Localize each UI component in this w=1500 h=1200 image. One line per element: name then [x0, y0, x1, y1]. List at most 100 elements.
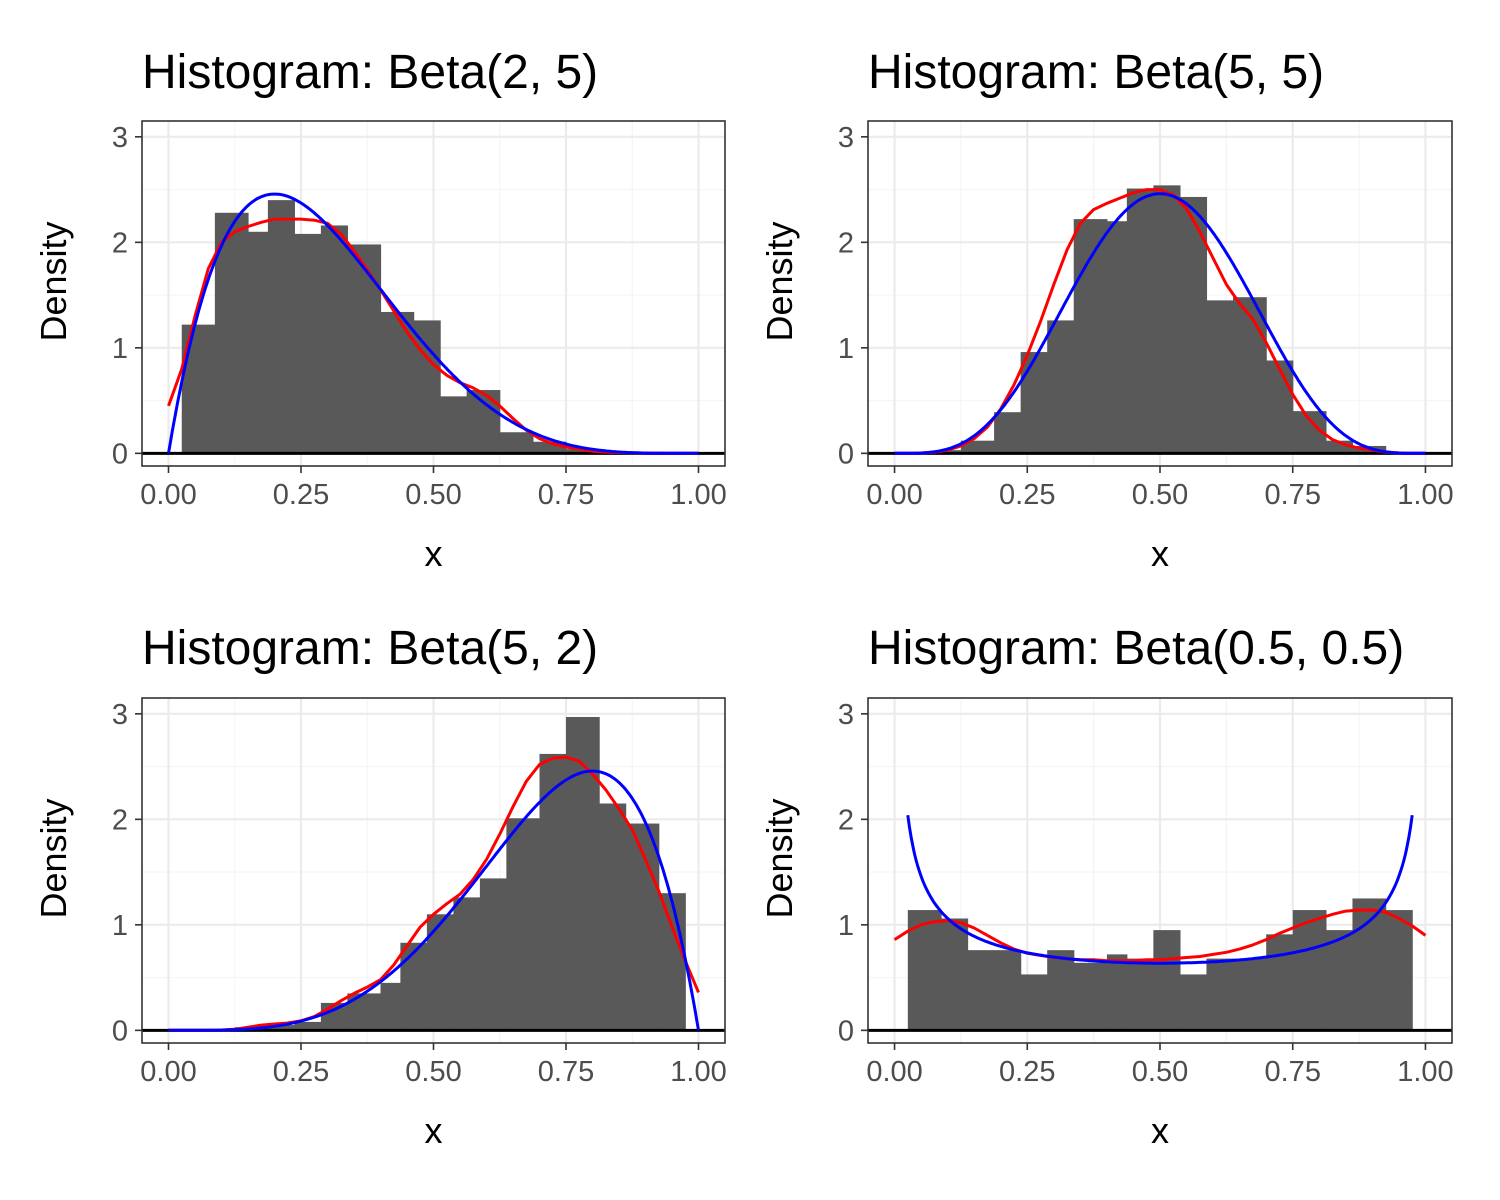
histogram-bar [1352, 898, 1387, 1031]
y-axis-title: Density [33, 221, 74, 341]
y-axis: 0 1 2 3 [838, 699, 854, 1048]
x-axis: 0.00 0.25 0.50 0.75 1.00 [140, 1056, 726, 1088]
histogram-bar [1266, 934, 1294, 1031]
bars-layer [907, 898, 1413, 1031]
histogram-bar [1106, 954, 1128, 1031]
x-tick-label: 1.00 [670, 479, 726, 511]
histogram-bar [566, 449, 600, 454]
histogram-bar [1179, 974, 1208, 1031]
histogram-bar [440, 396, 468, 454]
x-tick-label: 0.50 [1132, 479, 1188, 511]
x-tick-label: 0.50 [405, 1056, 461, 1088]
panel-title: Histogram: Beta(2, 5) [142, 46, 598, 99]
histogram-bar [532, 441, 567, 454]
histogram-bar [1206, 300, 1234, 454]
x-axis-title: x [425, 1110, 443, 1151]
x-axis-title: x [425, 533, 443, 574]
y-tick-label: 3 [838, 122, 854, 154]
histogram-bar [1266, 360, 1294, 454]
histogram-bar [1385, 910, 1413, 1031]
histogram-bar [248, 231, 269, 454]
histogram-bar [506, 818, 541, 1031]
panel-beta-0.5-0.5: Histogram: Beta(0.5, 0.5) 0 1 2 3 0.00 0… [759, 622, 1454, 1151]
y-tick-label: 1 [838, 910, 854, 942]
histogram-bar [1325, 930, 1354, 1031]
x-tick-label: 1.00 [670, 1056, 726, 1088]
panel-title: Histogram: Beta(5, 5) [868, 46, 1324, 99]
x-axis: 0.00 0.25 0.50 0.75 1.00 [866, 479, 1453, 511]
density-estimate-curve [893, 908, 1427, 963]
y-axis-title: Density [759, 221, 800, 341]
histogram-bar [1020, 352, 1048, 454]
y-tick-label: 0 [838, 1015, 854, 1047]
panel-beta-5-2: Histogram: Beta(5, 2) 0 1 2 3 0.00 0.25 … [33, 622, 727, 1151]
y-tick-label: 0 [838, 438, 854, 470]
y-tick-label: 2 [838, 227, 854, 259]
x-tick-label: 0.75 [1265, 1056, 1321, 1088]
histogram-bar [1047, 950, 1075, 1031]
histogram-bar [400, 942, 428, 1031]
theoretical-density-curve [167, 192, 699, 455]
y-axis-title: Density [33, 798, 74, 918]
y-axis: 0 1 2 3 [112, 699, 128, 1048]
histogram-bar [320, 225, 348, 454]
histogram-bar [426, 914, 454, 1031]
histogram-bar [453, 897, 481, 1031]
x-tick-label: 0.00 [866, 1056, 922, 1088]
histogram-bar [1047, 320, 1075, 454]
x-axis: 0.00 0.25 0.50 0.75 1.00 [140, 479, 726, 511]
bars-layer [234, 716, 686, 1031]
histogram-bar [1073, 219, 1108, 454]
histogram-bar [1292, 910, 1327, 1031]
x-tick-label: 0.25 [273, 479, 329, 511]
x-tick-label: 0.50 [1132, 1056, 1188, 1088]
x-tick-label: 0.25 [999, 1056, 1055, 1088]
x-axis-title: x [1151, 533, 1169, 574]
y-tick-label: 0 [112, 438, 128, 470]
histogram-bar [539, 753, 567, 1031]
x-axis-title: x [1151, 1110, 1169, 1151]
histogram-bar [320, 1002, 348, 1031]
y-tick-label: 0 [112, 1015, 128, 1047]
histogram-bar [1233, 297, 1267, 454]
x-tick-label: 0.25 [273, 1056, 329, 1088]
panel-beta-5-5: Histogram: Beta(5, 5) 0 1 2 3 0.00 0.25 … [759, 46, 1454, 574]
histogram-bar [1020, 974, 1048, 1031]
y-tick-label: 3 [112, 122, 128, 154]
bars-layer [934, 185, 1387, 454]
histogram-bar [294, 233, 322, 454]
x-axis: 0.00 0.25 0.50 0.75 1.00 [866, 1056, 1453, 1088]
bars-layer [181, 200, 600, 454]
theoretical-density-curve [906, 814, 1414, 965]
histogram-bar [967, 950, 995, 1031]
curves-layer [894, 188, 1426, 455]
curves-layer [168, 755, 700, 1032]
histogram-bar [413, 320, 441, 454]
histogram-bar [214, 212, 249, 454]
panel-beta-2-5: Histogram: Beta(2, 5) 0 1 2 3 0.00 0.25 … [33, 46, 727, 574]
y-axis: 0 1 2 3 [112, 122, 128, 471]
histogram-bar [1153, 185, 1181, 454]
histogram-bar [599, 803, 627, 1031]
histogram-bar [994, 412, 1022, 454]
histogram-bar [658, 893, 686, 1031]
x-tick-label: 0.75 [1265, 479, 1321, 511]
histogram-bar [1206, 958, 1234, 1031]
histogram-bar [380, 982, 401, 1031]
histogram-bar [294, 1021, 322, 1031]
y-tick-label: 1 [112, 910, 128, 942]
theoretical-density-curve [894, 192, 1426, 455]
histogram-bar [941, 918, 969, 1031]
histogram-bar [1106, 221, 1128, 454]
y-axis-title: Density [759, 798, 800, 918]
y-tick-label: 2 [112, 804, 128, 836]
histogram-bar [960, 440, 995, 454]
histogram-bar [267, 200, 295, 454]
y-axis: 0 1 2 3 [838, 122, 854, 471]
histogram-bar [1073, 962, 1108, 1031]
histogram-bar [994, 950, 1022, 1031]
panel-title: Histogram: Beta(5, 2) [142, 622, 598, 675]
y-tick-label: 2 [838, 804, 854, 836]
y-tick-label: 3 [112, 699, 128, 731]
